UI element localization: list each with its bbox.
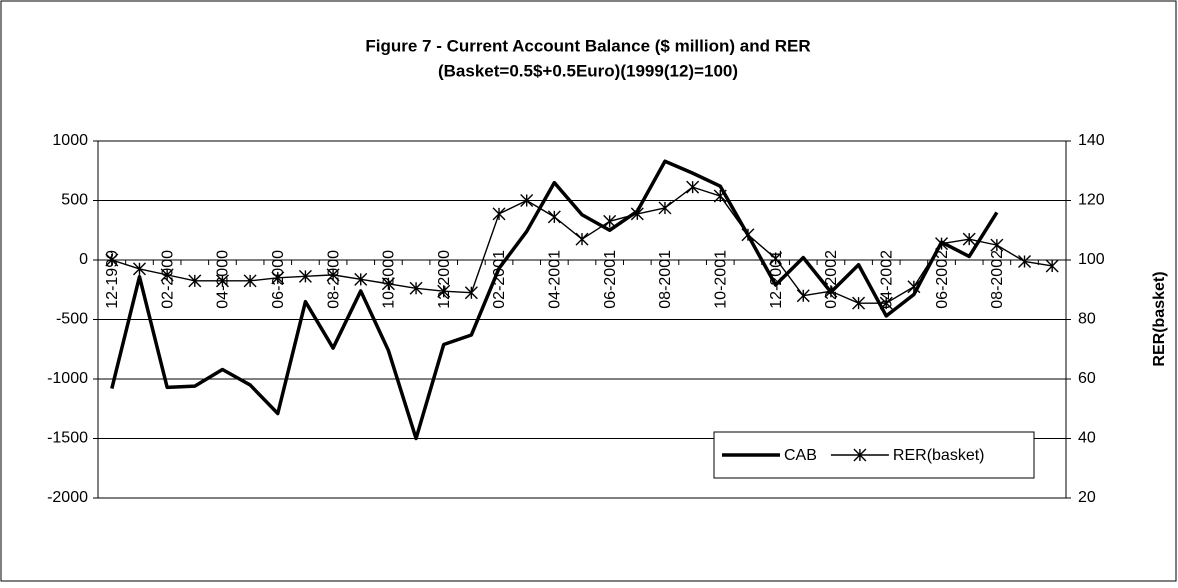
marker <box>381 277 395 291</box>
x-tick-label: 08-2001 <box>657 250 674 309</box>
marker <box>962 232 976 246</box>
marker <box>326 268 340 282</box>
y-tick-label: 1000 <box>52 132 88 149</box>
marker <box>520 194 534 207</box>
y2-axis-title: RER(basket) <box>1151 271 1168 366</box>
marker <box>188 274 202 288</box>
marker <box>658 201 672 215</box>
marker <box>105 253 119 267</box>
x-tick-label: 06-2001 <box>602 250 619 309</box>
marker <box>298 269 312 283</box>
x-tick-label: 02-2000 <box>159 250 176 309</box>
marker <box>879 296 893 310</box>
marker <box>907 280 921 294</box>
marker <box>741 228 755 242</box>
marker <box>935 237 949 251</box>
marker <box>354 272 368 286</box>
marker <box>990 238 1004 252</box>
y2-tick-label: 40 <box>1078 430 1096 447</box>
marker <box>713 189 727 203</box>
marker <box>824 284 838 298</box>
marker <box>630 207 644 221</box>
marker <box>464 286 478 300</box>
legend: CAB RER(basket) <box>713 431 1035 479</box>
marker <box>852 296 866 310</box>
x-tick-label: 12-2000 <box>436 250 453 309</box>
y-tick-label: 0 <box>79 251 88 268</box>
x-tick-label: 04-2002 <box>878 250 895 309</box>
marker <box>1018 254 1032 268</box>
y2-tick-label: 120 <box>1078 192 1105 209</box>
x-tick-label: 08-2000 <box>325 250 342 309</box>
legend-label: RER(basket) <box>893 447 985 464</box>
y2-tick-label: 140 <box>1078 132 1105 149</box>
marker <box>409 281 423 295</box>
y-tick-label: 500 <box>61 192 88 209</box>
marker <box>437 284 451 298</box>
y-tick-label: -1000 <box>47 370 88 387</box>
legend-marker <box>853 448 867 462</box>
y2-tick-label: 20 <box>1078 489 1096 506</box>
marker <box>603 214 617 228</box>
marker <box>769 252 783 266</box>
y-tick-label: -1500 <box>47 430 88 447</box>
x-tick-label: 04-2001 <box>547 250 564 309</box>
marker <box>492 207 506 221</box>
marker <box>547 210 561 224</box>
x-tick-label: 02-2002 <box>823 250 840 309</box>
x-tick-label: 08-2002 <box>989 250 1006 309</box>
marker <box>160 268 174 282</box>
marker <box>243 274 257 288</box>
x-tick-label: 06-2002 <box>934 250 951 309</box>
chart-title: Figure 7 - Current Account Balance ($ mi… <box>365 36 810 55</box>
series-line <box>110 159 999 441</box>
y2-tick-label: 60 <box>1078 370 1096 387</box>
marker <box>132 262 146 276</box>
y2-tick-label: 80 <box>1078 311 1096 328</box>
marker <box>686 180 700 194</box>
x-tick-label: 10-2001 <box>713 250 730 309</box>
marker <box>796 289 810 303</box>
marker <box>1045 259 1059 273</box>
marker <box>575 232 589 246</box>
chart-subtitle: (Basket=0.5$+0.5Euro)(1999(12)=100) <box>438 61 738 80</box>
marker <box>271 271 285 285</box>
y-tick-label: -2000 <box>47 489 88 506</box>
legend-label: CAB <box>784 447 817 464</box>
y-tick-label: -500 <box>56 311 88 328</box>
y2-tick-label: 100 <box>1078 251 1105 268</box>
x-tick-label: 10-2000 <box>381 250 398 309</box>
marker <box>215 274 229 288</box>
